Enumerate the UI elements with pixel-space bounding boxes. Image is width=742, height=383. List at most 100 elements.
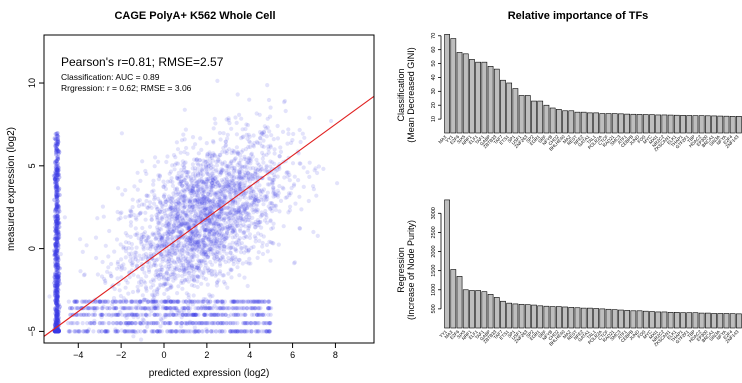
scatter-point	[54, 148, 59, 153]
scatter-point	[55, 185, 60, 190]
scatter-point	[207, 229, 212, 234]
scatter-point	[248, 196, 253, 201]
scatter-point	[200, 205, 206, 210]
scatter-point	[230, 228, 235, 234]
scatter-point	[167, 206, 172, 212]
scatter-point	[225, 173, 230, 178]
scatter-point	[55, 298, 60, 303]
scatter-point	[168, 199, 174, 204]
scatter-point	[251, 174, 256, 179]
scatter-point	[159, 318, 164, 323]
scatter-point	[237, 181, 242, 186]
scatter-point	[147, 204, 152, 209]
scatter-point	[237, 197, 242, 202]
scatter-point	[55, 312, 60, 317]
scatter-point	[198, 196, 203, 201]
scatter-point	[237, 171, 242, 176]
scatter-point	[149, 217, 154, 222]
scatter-point	[148, 200, 153, 205]
scatter-point	[202, 189, 207, 194]
scatter-point	[143, 285, 148, 290]
scatter-point	[160, 235, 165, 241]
scatter-point	[142, 230, 148, 235]
scatter-point	[226, 213, 231, 218]
scatter-point	[191, 329, 196, 334]
scatter-point	[54, 274, 59, 279]
scatter-point	[167, 246, 172, 251]
scatter-point	[197, 158, 202, 163]
scatter-point	[207, 218, 212, 223]
scatter-point	[187, 217, 192, 223]
scatter-point	[53, 256, 59, 261]
scatter-point	[208, 183, 214, 188]
scatter-point	[135, 199, 141, 204]
scatter-point	[56, 139, 61, 145]
scatter-point	[155, 225, 160, 230]
scatter-point	[195, 239, 200, 244]
scatter-point	[227, 210, 232, 215]
scatter-point	[268, 105, 273, 110]
scatter-point	[200, 179, 205, 184]
bar	[605, 113, 612, 134]
scatter-point	[306, 198, 311, 204]
scatter-point	[169, 206, 174, 211]
scatter-point	[195, 279, 200, 284]
scatter-point	[189, 255, 194, 260]
scatter-point	[201, 187, 206, 193]
scatter-point	[199, 258, 204, 263]
scatter-point	[176, 243, 181, 248]
scatter-point	[175, 161, 180, 166]
scatter-point	[156, 237, 162, 242]
scatter-point	[206, 249, 211, 254]
scatter-point	[105, 306, 110, 311]
scatter-point	[156, 273, 161, 278]
scatter-point	[55, 290, 60, 295]
scatter-point	[181, 218, 186, 223]
scatter-point	[280, 185, 285, 190]
scatter-point	[258, 220, 263, 225]
scatter-point	[53, 243, 58, 248]
scatter-point	[228, 250, 233, 255]
scatter-point	[236, 239, 241, 244]
scatter-point	[119, 263, 124, 269]
scatter-point	[224, 212, 229, 217]
scatter-point	[177, 201, 182, 206]
scatter-point	[164, 270, 169, 275]
scatter-point	[217, 241, 222, 246]
scatter-point	[56, 287, 61, 293]
scatter-point	[199, 167, 204, 172]
scatter-point	[217, 238, 222, 243]
scatter-point	[253, 219, 258, 225]
scatter-point	[54, 239, 60, 244]
scatter-point	[58, 252, 63, 257]
scatter-point	[252, 198, 257, 203]
scatter-point	[234, 120, 239, 125]
scatter-point	[247, 256, 252, 261]
scatter-point	[208, 200, 213, 205]
scatter-point	[181, 221, 186, 226]
scatter-point	[55, 265, 61, 270]
scatter-point	[189, 188, 194, 193]
scatter-point	[221, 146, 226, 151]
scatter-point	[238, 246, 244, 251]
scatter-point	[179, 179, 184, 184]
scatter-point	[265, 249, 270, 254]
scatter-point	[177, 221, 182, 226]
scatter-point	[161, 184, 166, 190]
scatter-point	[217, 211, 222, 216]
scatter-point	[54, 214, 60, 219]
scatter-point	[56, 229, 61, 234]
scatter-point	[211, 177, 216, 182]
scatter-point	[267, 182, 272, 187]
scatter-point	[143, 210, 148, 215]
scatter-point	[175, 215, 180, 220]
scatter-point	[175, 291, 180, 296]
scatter-point	[183, 160, 188, 165]
scatter-point	[212, 192, 218, 197]
scatter-point	[247, 97, 252, 102]
scatter-point	[207, 292, 212, 297]
scatter-point	[158, 235, 163, 240]
scatter-point	[199, 252, 205, 257]
scatter-point	[201, 196, 206, 201]
scatter-point	[217, 215, 222, 220]
